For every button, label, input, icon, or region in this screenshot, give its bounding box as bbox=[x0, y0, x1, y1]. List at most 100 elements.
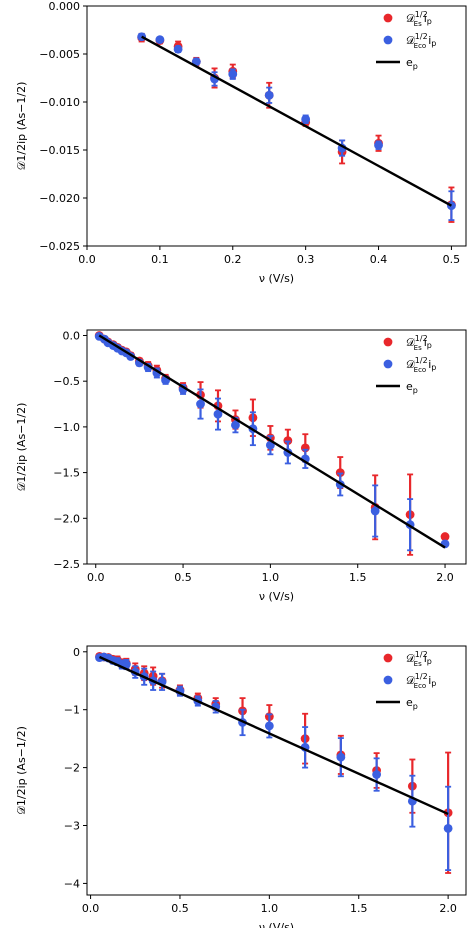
legend-marker bbox=[383, 653, 393, 663]
marker bbox=[196, 399, 205, 409]
x-tick-label: 0.5 bbox=[443, 253, 461, 266]
legend-label: 𝒟1/2 Es ip bbox=[406, 10, 432, 28]
legend-label: ep bbox=[406, 696, 418, 711]
marker bbox=[155, 35, 165, 44]
x-tick-label: 0.0 bbox=[78, 253, 96, 266]
x-tick-label: 1.5 bbox=[349, 571, 367, 584]
data-point-blue bbox=[370, 484, 380, 538]
data-point-blue bbox=[374, 140, 383, 150]
chart-panel-1: 0.0 0.1 0.2 0.3 0.4 0.5 0.000 −0.005 −0.010 −0.01… bbox=[15, 0, 467, 285]
legend-label: 𝒟1/2 Eco ip bbox=[406, 356, 436, 374]
y-tick-label: −0.025 bbox=[39, 240, 80, 253]
data-point-blue bbox=[191, 57, 201, 67]
y-tick-label: 0.0 bbox=[63, 329, 81, 342]
y-tick-label: −1.0 bbox=[53, 421, 80, 434]
marker bbox=[191, 57, 201, 67]
y-tick-label: −1.5 bbox=[53, 467, 80, 480]
marker bbox=[213, 409, 223, 419]
marker bbox=[264, 721, 274, 731]
chart-panel-3: 0.0 0.5 1.0 1.5 2.0 0 −1 −2 −3 −4 ν (V/s) 𝒟1/2ip (A… bbox=[15, 645, 467, 928]
legend-label: 𝒟1/2 Es ip bbox=[406, 334, 432, 352]
x-tick-label: 0.0 bbox=[87, 571, 105, 584]
y-axis-label: 𝒟1/2ip (As−1/2) bbox=[15, 403, 28, 492]
chart-panel-2: 0.0 0.5 1.0 1.5 2.0 0.0 −0.5 −1.0 −1.5 −2.0 −2.5 ν … bbox=[15, 329, 467, 603]
x-axis-label: ν (V/s) bbox=[259, 921, 294, 928]
fit-line bbox=[98, 334, 446, 549]
y-tick-label: −0.010 bbox=[39, 96, 80, 109]
x-tick-label: 0.3 bbox=[297, 253, 315, 266]
data-point-blue bbox=[264, 86, 274, 104]
legend: 𝒟1/2 Es ip 𝒟1/2 Eco ip ep bbox=[376, 650, 436, 711]
marker bbox=[440, 532, 450, 541]
x-tick-label: 0.5 bbox=[171, 902, 189, 915]
marker bbox=[335, 468, 345, 477]
y-axis-label: 𝒟1/2ip (As−1/2) bbox=[15, 726, 28, 815]
axes-frame bbox=[86, 645, 467, 896]
marker bbox=[283, 436, 293, 446]
x-tick-label: 0.2 bbox=[224, 253, 242, 266]
y-tick-label: −3 bbox=[64, 820, 80, 833]
marker bbox=[173, 44, 183, 54]
x-tick-label: 2.0 bbox=[439, 902, 457, 915]
data-point-red bbox=[440, 532, 450, 541]
marker bbox=[372, 770, 382, 779]
legend-marker bbox=[383, 13, 393, 23]
x-tick-label: 0.5 bbox=[174, 571, 192, 584]
marker bbox=[264, 90, 274, 100]
data-point-blue bbox=[196, 388, 205, 420]
y-tick-label: −0.015 bbox=[39, 144, 80, 157]
marker bbox=[231, 420, 240, 430]
x-tick-label: 1.0 bbox=[261, 902, 279, 915]
x-tick-label: 0.0 bbox=[82, 902, 100, 915]
marker bbox=[374, 140, 383, 150]
data-point-blue bbox=[336, 737, 346, 778]
data-point-blue bbox=[173, 44, 183, 54]
y-tick-label: −0.5 bbox=[53, 375, 80, 388]
y-tick-label: −4 bbox=[64, 877, 80, 890]
marker bbox=[336, 752, 346, 762]
data-point-blue bbox=[372, 757, 382, 792]
x-tick-label: 2.0 bbox=[436, 571, 454, 584]
y-tick-label: 0 bbox=[73, 646, 80, 659]
legend-marker bbox=[383, 35, 393, 45]
marker bbox=[121, 660, 131, 669]
x-axis-label: ν (V/s) bbox=[259, 272, 294, 285]
data-point-blue bbox=[443, 785, 453, 871]
marker bbox=[443, 824, 453, 833]
marker bbox=[228, 69, 238, 79]
marker bbox=[370, 506, 380, 516]
y-tick-label: −0.005 bbox=[39, 48, 80, 61]
legend-marker bbox=[383, 359, 393, 369]
legend-marker bbox=[383, 675, 393, 685]
x-tick-label: 1.0 bbox=[262, 571, 280, 584]
x-axis-label: ν (V/s) bbox=[259, 590, 294, 603]
legend: 𝒟1/2 Es ip 𝒟1/2 Eco ip ep bbox=[376, 334, 436, 395]
x-tick-label: 0.1 bbox=[151, 253, 169, 266]
legend-marker bbox=[383, 337, 393, 347]
legend-label: ep bbox=[406, 380, 418, 395]
x-tick-label: 1.5 bbox=[350, 902, 368, 915]
y-axis-label: 𝒟1/2ip (As−1/2) bbox=[15, 82, 28, 171]
y-tick-label: −2.0 bbox=[53, 512, 80, 525]
axes-frame bbox=[86, 5, 467, 247]
y-tick-label: −2.5 bbox=[53, 558, 80, 571]
y-tick-label: −2 bbox=[64, 762, 80, 775]
fit-line bbox=[141, 35, 452, 207]
x-tick-label: 0.4 bbox=[370, 253, 388, 266]
legend-label: ep bbox=[406, 56, 418, 71]
y-tick-label: 0.000 bbox=[49, 0, 81, 13]
data-point-blue bbox=[213, 397, 223, 431]
y-tick-label: −1 bbox=[64, 704, 80, 717]
y-tick-label: −0.020 bbox=[39, 192, 80, 205]
data-point-blue bbox=[301, 114, 311, 125]
axes-frame bbox=[86, 329, 467, 565]
legend: 𝒟1/2 Es ip 𝒟1/2 Eco ip ep bbox=[376, 10, 436, 71]
marker bbox=[301, 114, 311, 124]
data-point-blue bbox=[228, 68, 238, 80]
legend-label: 𝒟1/2 Eco ip bbox=[406, 32, 436, 50]
data-point-blue bbox=[155, 35, 165, 44]
legend-label: 𝒟1/2 Eco ip bbox=[406, 672, 436, 690]
legend-label: 𝒟1/2 Es ip bbox=[406, 650, 432, 668]
fit-line bbox=[99, 655, 449, 816]
